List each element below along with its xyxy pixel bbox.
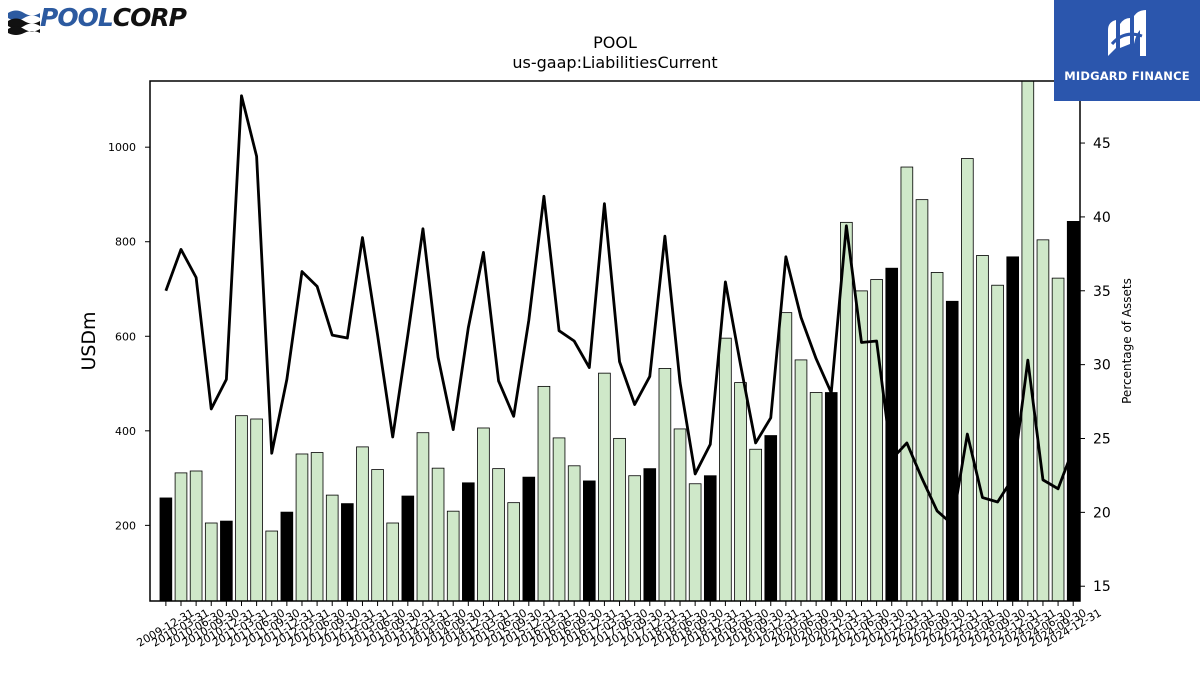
bar (159, 497, 173, 602)
chart-subtitle: us-gaap:LiabilitiesCurrent (512, 53, 717, 72)
bar (204, 522, 218, 602)
midgard-finance-wordmark: MIDGARD FINANCE (1064, 69, 1190, 83)
bar (613, 437, 626, 602)
bar (703, 475, 717, 602)
bar (507, 502, 520, 602)
bar (235, 415, 248, 602)
plot-frame (149, 80, 1081, 602)
bar (310, 452, 324, 602)
y2-axis-label: Percentage of Assets (1120, 278, 1134, 404)
y2-tick-label: 35 (1093, 284, 1111, 300)
bar-series (159, 80, 1080, 602)
y2-tick-label: 30 (1093, 358, 1111, 374)
bar (280, 511, 294, 602)
bar (749, 448, 762, 602)
axes: 2004006008001000152025303540452009-12-31… (108, 80, 1111, 650)
bar (431, 467, 445, 602)
y2-tick-label: 20 (1093, 505, 1111, 521)
midgard-finance-logo-icon (1108, 10, 1146, 56)
bar (371, 469, 384, 602)
bar (220, 520, 233, 602)
bar (265, 530, 279, 602)
bar (734, 382, 747, 602)
y2-tick-label: 40 (1093, 210, 1111, 226)
bar (673, 428, 687, 602)
bar (416, 432, 430, 602)
bar (446, 510, 460, 602)
bar (174, 472, 188, 602)
y2-tick-label: 15 (1093, 579, 1111, 595)
bar (643, 468, 657, 602)
y2-tick-label: 45 (1093, 136, 1111, 152)
y-tick-label: 400 (115, 425, 136, 438)
bar (688, 483, 702, 602)
bar (567, 465, 581, 602)
bar (477, 427, 490, 602)
bar (870, 279, 883, 602)
bar (794, 359, 808, 602)
bar (1066, 220, 1080, 602)
bar (341, 503, 354, 602)
bar (295, 453, 309, 602)
bar (658, 368, 672, 602)
bar (386, 522, 400, 602)
bar (976, 255, 989, 602)
bar (537, 385, 551, 602)
bar (900, 166, 914, 602)
bar (492, 468, 505, 602)
bar (189, 470, 203, 602)
bar (250, 418, 263, 602)
bar (1021, 80, 1035, 602)
poolcorp-wave-logo-icon (8, 10, 40, 35)
y-tick-label: 200 (115, 519, 136, 532)
y-tick-label: 600 (115, 330, 136, 343)
poolcorp-wordmark: POOLCORP (40, 3, 187, 32)
y2-tick-label: 25 (1093, 432, 1111, 448)
bar (1051, 277, 1065, 602)
bar (915, 199, 929, 602)
midgard-finance-logo: MIDGARD FINANCE (1054, 0, 1200, 101)
y-tick-label: 800 (115, 236, 136, 249)
bar (552, 437, 566, 602)
y-axis-label: USDm (78, 311, 100, 370)
bar (945, 300, 959, 602)
bar (930, 272, 944, 602)
bar (991, 284, 1004, 602)
bar (401, 495, 415, 602)
bar (325, 494, 339, 602)
y-tick-label: 1000 (108, 141, 136, 154)
bar (824, 392, 838, 602)
chart-title: POOL (593, 33, 637, 52)
bar (809, 392, 823, 602)
percent-of-assets-line (164, 94, 1075, 526)
bar (1006, 256, 1020, 602)
bar (356, 446, 369, 602)
bar (719, 337, 732, 602)
bar (598, 372, 611, 602)
bar (779, 312, 793, 602)
bar (462, 482, 475, 602)
poolcorp-word-corp: CORP (112, 3, 187, 32)
bar (961, 158, 974, 602)
bar (522, 476, 536, 602)
bar (764, 435, 778, 602)
poolcorp-logo: POOLCORP (6, 3, 221, 37)
line-series (164, 94, 1075, 526)
bar (583, 480, 596, 602)
poolcorp-word-pool: POOL (40, 3, 114, 32)
bar (628, 475, 641, 602)
bar (1036, 239, 1050, 602)
